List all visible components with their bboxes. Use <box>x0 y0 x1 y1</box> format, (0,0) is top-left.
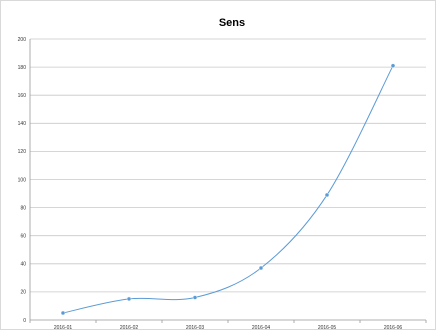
series-line <box>62 65 394 314</box>
y-tick-label: 0 <box>23 318 26 324</box>
gridlines <box>30 38 426 293</box>
y-tick-label: 80 <box>20 205 26 211</box>
data-point <box>126 296 132 302</box>
data-point <box>390 63 396 68</box>
x-tick-label: 2016-02 <box>120 325 139 331</box>
y-tick-label: 200 <box>18 37 27 43</box>
x-tick-label: 2016-05 <box>318 325 337 331</box>
data-point <box>258 265 264 271</box>
axes <box>29 39 427 323</box>
x-tick-label: 2016-04 <box>252 325 271 331</box>
y-tick-label: 100 <box>18 177 27 183</box>
x-tick-labels: 2016-01 2016-02 2016-03 2016-04 2016-05 2016-… <box>54 325 403 331</box>
x-tick-label: 2016-03 <box>186 325 205 331</box>
y-tick-label: 60 <box>20 234 26 240</box>
data-point <box>324 192 330 198</box>
y-tick-label: 120 <box>18 149 27 155</box>
y-tick-label: 160 <box>18 93 27 99</box>
chart-title: Sens <box>219 17 245 29</box>
y-tick-labels: 0 20 40 60 80 100 120 140 160 180 200 <box>18 37 27 324</box>
y-tick-label: 40 <box>20 262 26 268</box>
y-tick-label: 20 <box>20 290 26 296</box>
x-tick-label: 2016-01 <box>54 325 73 331</box>
data-point <box>192 295 198 300</box>
data-point <box>60 310 66 316</box>
y-tick-label: 140 <box>18 121 27 127</box>
y-tick-label: 180 <box>18 65 27 71</box>
x-tick-label: 2016-06 <box>384 325 403 331</box>
series <box>60 63 396 316</box>
